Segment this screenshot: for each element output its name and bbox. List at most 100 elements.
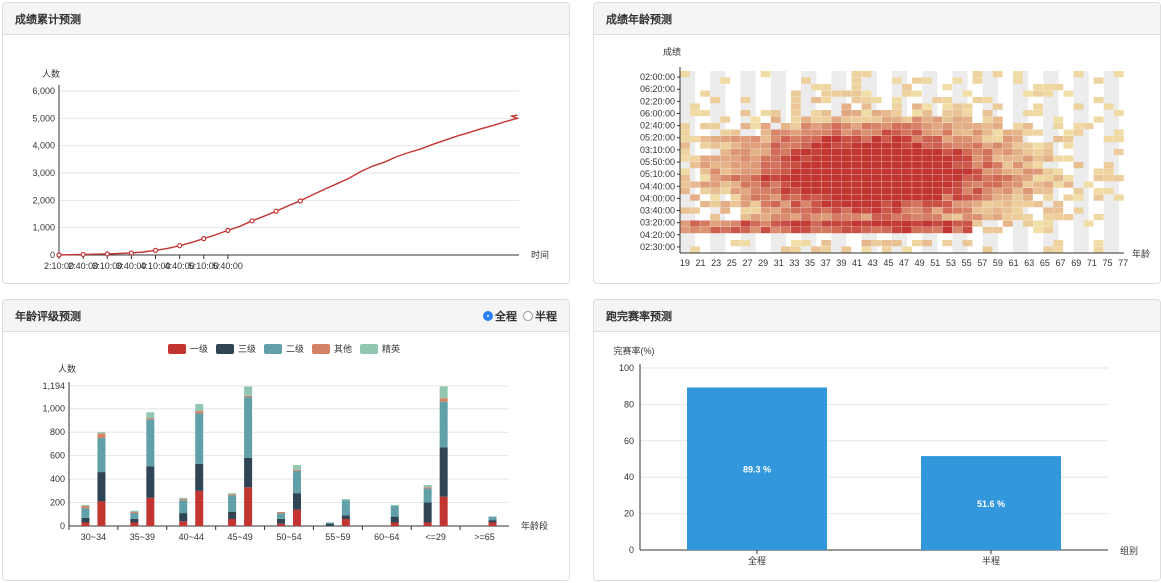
heatmap-cell bbox=[1113, 194, 1124, 201]
heatmap-cell bbox=[851, 110, 862, 117]
heatmap-cell bbox=[891, 240, 902, 247]
heatmap-cell bbox=[780, 168, 791, 175]
panel-title: 成绩累计预测 bbox=[15, 13, 81, 26]
heatmap-cell bbox=[811, 149, 821, 156]
heatmap-cell bbox=[831, 214, 842, 221]
heatmap-cell bbox=[680, 227, 690, 234]
heatmap-cell bbox=[710, 97, 721, 104]
heatmap-cell bbox=[861, 155, 872, 162]
heatmap-cell bbox=[700, 155, 710, 162]
heatmap-cell bbox=[982, 162, 993, 169]
heatmap-cell bbox=[791, 90, 801, 97]
radio-full-marathon[interactable]: 全程 bbox=[483, 308, 517, 324]
heatmap-cell bbox=[720, 175, 731, 182]
heatmap-cell bbox=[1093, 240, 1104, 247]
bar-segment bbox=[390, 522, 399, 526]
heatmap-cell bbox=[952, 175, 963, 182]
heatmap-cell bbox=[912, 155, 922, 162]
heatmap-cell bbox=[891, 149, 902, 156]
heatmap-cell bbox=[770, 201, 781, 208]
heatmap-cell bbox=[861, 110, 872, 117]
heatmap-cell bbox=[730, 136, 741, 143]
heatmap-cell bbox=[932, 201, 943, 208]
heatmap-cell bbox=[791, 136, 801, 143]
heatmap-cell bbox=[871, 149, 882, 156]
heatmap-cell bbox=[750, 201, 761, 208]
heatmap-cell bbox=[902, 90, 912, 97]
heatmap-cell bbox=[760, 110, 771, 117]
heatmap-cell bbox=[1053, 181, 1064, 188]
heatmap-cell bbox=[690, 103, 700, 110]
heatmap-cell bbox=[730, 188, 741, 195]
x-tick-label: 35 bbox=[805, 258, 815, 268]
heatmap-cell bbox=[1093, 175, 1104, 182]
heatmap-cell bbox=[902, 162, 912, 169]
heatmap-cell bbox=[982, 207, 993, 214]
heatmap-cell bbox=[780, 201, 791, 208]
heatmap-cell bbox=[750, 175, 761, 182]
heatmap-cell bbox=[1033, 142, 1043, 149]
heatmap-cell bbox=[841, 142, 852, 149]
heatmap-cell bbox=[720, 155, 731, 162]
heatmap-cell bbox=[942, 201, 953, 208]
heatmap-cell bbox=[801, 116, 811, 123]
heatmap-cell bbox=[750, 220, 761, 227]
heatmap-cell bbox=[861, 246, 872, 253]
heatmap-cell bbox=[821, 181, 832, 188]
heatmap-cell bbox=[851, 188, 862, 195]
x-tick-label: 59 bbox=[993, 258, 1003, 268]
heatmap-cell bbox=[861, 97, 872, 104]
heatmap-cell bbox=[690, 181, 700, 188]
heatmap-cell bbox=[760, 162, 771, 169]
y-tick-label: 02:40:00 bbox=[640, 121, 675, 131]
heatmap-cell bbox=[1093, 188, 1104, 195]
heatmap-cell bbox=[861, 220, 872, 227]
heatmap-cell bbox=[1033, 220, 1043, 227]
heatmap-cell bbox=[700, 168, 710, 175]
heatmap-cell bbox=[952, 162, 963, 169]
x-tick-label: 71 bbox=[1087, 258, 1097, 268]
heatmap-cell bbox=[750, 123, 761, 130]
heatmap-cell bbox=[922, 201, 932, 208]
heatmap-cell bbox=[700, 220, 710, 227]
heatmap-cell bbox=[1073, 103, 1084, 110]
bar-segment bbox=[228, 511, 237, 519]
heatmap-cell bbox=[942, 103, 953, 110]
heatmap-cell bbox=[912, 194, 922, 201]
radio-half-marathon[interactable]: 半程 bbox=[523, 308, 557, 324]
bar-segment bbox=[179, 497, 188, 500]
bar-segment bbox=[277, 513, 285, 519]
y-tick-label: 0 bbox=[629, 545, 634, 555]
y-tick-label: 05:10:00 bbox=[640, 169, 675, 179]
heatmap-cell bbox=[972, 129, 983, 136]
heatmap-cell bbox=[760, 71, 771, 78]
bar-segment bbox=[439, 447, 448, 497]
heatmap-cell bbox=[841, 227, 852, 234]
heatmap-cell bbox=[1043, 188, 1054, 195]
heatmap-cell bbox=[791, 246, 801, 253]
heatmap-cell bbox=[932, 227, 943, 234]
heatmap-cell bbox=[1053, 123, 1064, 130]
heatmap-cell bbox=[891, 227, 902, 234]
heatmap-cell bbox=[831, 175, 842, 182]
heatmap-cell bbox=[1033, 129, 1043, 136]
heatmap-cell bbox=[780, 214, 791, 221]
heatmap-cell bbox=[942, 214, 953, 221]
heatmap-cell bbox=[1023, 188, 1033, 195]
bar-segment bbox=[488, 516, 497, 521]
y-tick-label: 5,000 bbox=[32, 113, 55, 123]
bar-segment bbox=[423, 488, 432, 503]
bar-segment bbox=[293, 465, 301, 470]
radio-label: 半程 bbox=[535, 310, 557, 323]
bar-segment bbox=[244, 397, 253, 458]
bar-segment bbox=[179, 499, 188, 501]
heatmap-cell bbox=[1063, 214, 1074, 221]
heatmap-cell bbox=[801, 162, 811, 169]
heatmap-cell bbox=[791, 149, 801, 156]
heatmap-cell bbox=[700, 142, 710, 149]
heatmap-cell bbox=[1002, 162, 1013, 169]
heatmap-cell bbox=[720, 188, 731, 195]
heatmap-cell bbox=[1013, 175, 1023, 182]
panel-title: 成绩年龄预测 bbox=[606, 13, 672, 26]
heatmap-cell bbox=[851, 207, 862, 214]
